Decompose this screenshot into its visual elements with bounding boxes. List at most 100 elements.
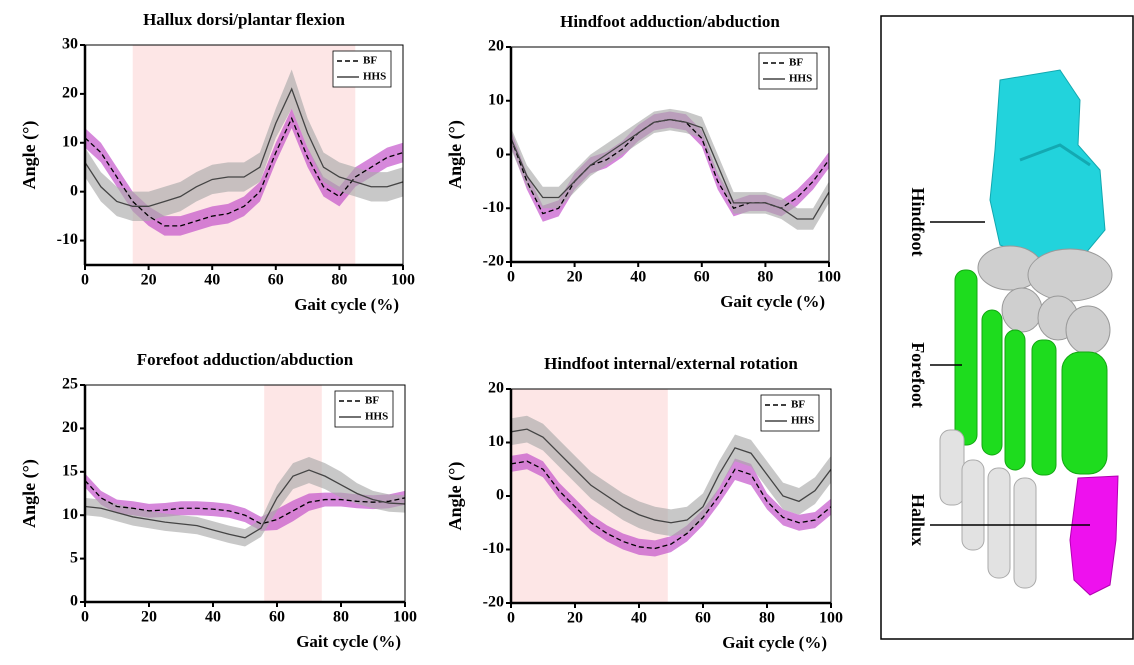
y-tick-label: 0	[496, 145, 504, 162]
y-tick-label: 10	[62, 506, 78, 523]
chart-panel: -20 -10 0 10 20 0 20 40 60 80 100 Hindfoot adductio…	[445, 12, 841, 311]
y-tick-label: -10	[483, 540, 504, 557]
x-axis-label: Gait cycle (%)	[722, 633, 827, 652]
phalanx	[939, 429, 965, 506]
metatarsal	[981, 309, 1003, 456]
x-tick-label: 100	[391, 272, 415, 289]
chart-title: Hindfoot internal/external rotation	[544, 354, 798, 373]
y-tick-label: 30	[62, 36, 78, 53]
error-band	[511, 111, 829, 222]
y-tick-label: 20	[488, 38, 504, 55]
x-tick-label: 0	[507, 610, 515, 627]
error-band	[511, 453, 831, 557]
plot-area	[85, 69, 403, 236]
x-tick-label: 100	[819, 610, 843, 627]
series-line	[511, 428, 831, 524]
y-tick-label: 20	[488, 380, 504, 397]
metatarsal	[1031, 339, 1057, 476]
x-tick-label: 60	[694, 269, 710, 286]
x-tick-label: 40	[630, 269, 646, 286]
x-tick-label: 0	[507, 269, 515, 286]
series-line	[85, 87, 403, 207]
legend-label: BF	[791, 399, 805, 411]
legend-box	[332, 50, 392, 88]
y-tick-label: 15	[62, 462, 78, 479]
phalanx	[1013, 477, 1037, 589]
series-line	[511, 118, 829, 215]
y-axis-label: Angle (°)	[19, 459, 40, 528]
y-tick-label: -20	[483, 594, 504, 611]
y-tick-label: 0	[70, 182, 78, 199]
y-tick-label: 25	[62, 376, 78, 393]
chart-title: Forefoot adduction/abduction	[137, 350, 354, 369]
y-axis-label: Angle (°)	[445, 462, 466, 531]
x-tick-label: 40	[205, 609, 221, 626]
y-tick-label: 10	[62, 133, 78, 150]
legend-label: BF	[789, 57, 803, 69]
metatarsal	[1004, 329, 1026, 471]
plot-area	[511, 415, 831, 557]
tarsal-bone	[1001, 287, 1043, 333]
legend-label: HHS	[789, 73, 812, 85]
error-band	[85, 108, 403, 236]
error-band	[85, 457, 405, 547]
legend-label: HHS	[791, 415, 814, 427]
legend-label: BF	[363, 55, 377, 67]
diagram-label: Hallux	[908, 494, 928, 546]
plot-area	[511, 108, 829, 230]
y-tick-label: 20	[62, 419, 78, 436]
y-tick-label: 0	[496, 487, 504, 504]
metatarsal	[1061, 351, 1108, 475]
legend-box	[760, 394, 820, 432]
legend-label: BF	[365, 395, 379, 407]
x-tick-label: 0	[81, 609, 89, 626]
metatarsal	[954, 269, 978, 446]
y-tick-label: -20	[483, 253, 504, 270]
x-tick-label: 60	[268, 272, 284, 289]
y-tick-label: 10	[488, 91, 504, 108]
legend-label: HHS	[365, 411, 388, 423]
legend-box	[758, 52, 818, 90]
x-tick-label: 80	[759, 610, 775, 627]
y-axis-label: Angle (°)	[445, 120, 466, 189]
diagram-label: Forefoot	[908, 342, 928, 408]
y-tick-label: -10	[483, 199, 504, 216]
chart-panel: -10 0 10 20 30 0 20 40 60 80 100 Hallux dorsi/plant…	[19, 10, 415, 314]
diagram-label: Hindfoot	[908, 187, 928, 256]
phalanx	[961, 459, 985, 551]
x-axis-label: Gait cycle (%)	[294, 295, 399, 314]
chart-panel: -20 -10 0 10 20 0 20 40 60 80 100 Hindfoot internal…	[445, 354, 843, 652]
series-line	[511, 118, 829, 220]
x-axis-label: Gait cycle (%)	[296, 632, 401, 651]
diagram-frame	[880, 15, 1134, 640]
x-axis-label: Gait cycle (%)	[720, 292, 825, 311]
x-tick-label: 40	[631, 610, 647, 627]
x-tick-label: 80	[757, 269, 773, 286]
x-tick-label: 20	[141, 609, 157, 626]
tarsal-bone	[1065, 305, 1111, 355]
x-tick-label: 100	[817, 269, 841, 286]
x-tick-label: 60	[269, 609, 285, 626]
x-tick-label: 20	[567, 269, 583, 286]
x-tick-label: 20	[567, 610, 583, 627]
foot-diagram: Hindfoot Forefoot Hallux	[880, 15, 1134, 640]
x-tick-label: 100	[393, 609, 417, 626]
error-band	[511, 108, 829, 230]
x-tick-label: 80	[331, 272, 347, 289]
y-tick-label: -10	[57, 231, 78, 248]
series-line	[85, 116, 403, 227]
x-tick-label: 60	[695, 610, 711, 627]
hallux-bone	[1069, 475, 1119, 596]
y-tick-label: 5	[70, 549, 78, 566]
tarsal-bone	[1027, 248, 1113, 302]
y-axis-label: Angle (°)	[19, 121, 40, 190]
legend-label: HHS	[363, 71, 386, 83]
series-line	[511, 460, 831, 550]
series-line	[85, 469, 405, 539]
chart-title: Hindfoot adduction/abduction	[560, 12, 780, 31]
y-tick-label: 0	[70, 593, 78, 610]
legend-box	[334, 390, 394, 428]
y-tick-label: 20	[62, 85, 78, 102]
error-band	[511, 415, 831, 537]
